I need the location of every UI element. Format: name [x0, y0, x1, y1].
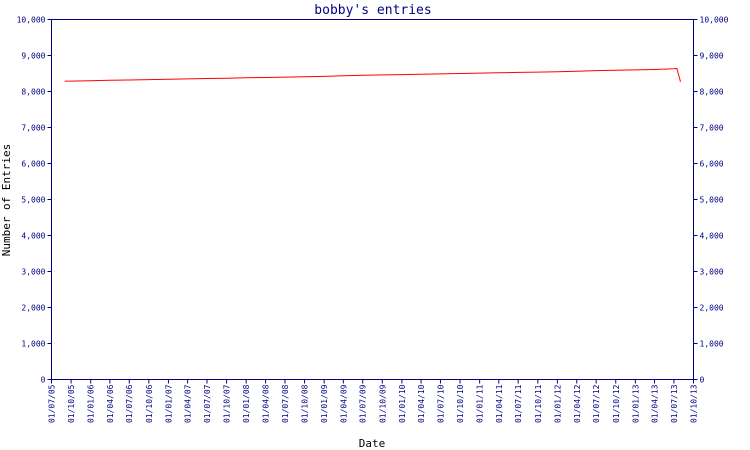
x-tick-label: 01/10/13	[690, 384, 699, 423]
y-tick-label-left: 8,000	[21, 88, 45, 97]
y-tick-label-left: 9,000	[21, 52, 45, 61]
y-tick-label-left: 1,000	[21, 340, 45, 349]
x-tick-label: 01/10/09	[378, 384, 387, 423]
x-tick-label: 01/01/09	[320, 384, 329, 423]
x-tick-label: 01/10/05	[67, 384, 76, 423]
x-tick-label: 01/01/06	[87, 384, 96, 423]
y-tick-label-left: 4,000	[21, 232, 45, 241]
x-tick-label: 01/04/09	[339, 384, 348, 423]
x-tick-label: 01/07/12	[592, 384, 601, 423]
y-tick-label-right: 5,000	[700, 196, 724, 205]
x-tick-label: 01/01/11	[476, 384, 485, 423]
x-tick-label: 01/10/10	[456, 384, 465, 423]
y-axis-right: 0 1,000 2,000 3,000 4,000 5,000 6,000 7,000 8,00…	[693, 16, 729, 385]
y-tick-label-right: 8,000	[700, 88, 724, 97]
x-tick-label: 01/01/12	[553, 384, 562, 423]
y-tick-label-left: 3,000	[21, 268, 45, 277]
plot-area	[51, 19, 694, 380]
x-tick-label: 01/04/13	[651, 384, 660, 423]
x-tick-label: 01/04/07	[184, 384, 193, 423]
x-tick-label: 01/07/08	[281, 384, 290, 423]
x-tick-label: 01/10/12	[612, 384, 621, 423]
x-tick-label: 01/04/08	[262, 384, 271, 423]
x-axis: 01/07/05 01/10/05 01/01/06 01/04/06 01/07/06…	[48, 379, 699, 423]
y-tick-label-right: 3,000	[700, 268, 724, 277]
x-tick-label: 01/01/08	[242, 384, 251, 423]
y-tick-label-right: 0	[700, 376, 705, 385]
y-tick-label-right: 6,000	[700, 160, 724, 169]
x-tick-label: 01/07/06	[125, 384, 134, 423]
y-tick-label-left: 2,000	[21, 304, 45, 313]
series-group	[64, 67, 681, 82]
x-tick-label: 01/10/07	[223, 384, 232, 423]
y-axis-left: 0 1,000 2,000 3,000 4,000 5,000 6,000 7,000 8,00…	[17, 16, 52, 385]
x-tick-label: 01/04/12	[573, 384, 582, 423]
x-tick-label: 01/04/06	[106, 384, 115, 423]
y-tick-label-right: 10,000	[700, 16, 729, 25]
x-tick-label: 01/07/13	[670, 384, 679, 423]
x-tick-label: 01/10/06	[145, 384, 154, 423]
y-tick-label-right: 7,000	[700, 124, 724, 133]
x-tick-label: 01/07/11	[514, 384, 523, 423]
y-tick-label-left: 6,000	[21, 160, 45, 169]
x-tick-label: 01/07/10	[436, 384, 445, 423]
y-axis-label: Number of Entries	[0, 144, 13, 257]
y-tick-label-right: 1,000	[700, 340, 724, 349]
y-tick-label-left: 10,000	[17, 16, 46, 25]
x-tick-label: 01/10/11	[534, 384, 543, 423]
x-tick-label: 01/10/08	[301, 384, 310, 423]
x-tick-label: 01/04/10	[417, 384, 426, 423]
x-tick-label: 01/07/09	[359, 384, 368, 423]
y-tick-label-right: 2,000	[700, 304, 724, 313]
x-tick-label: 01/07/05	[48, 384, 57, 423]
y-tick-label-left: 5,000	[21, 196, 45, 205]
y-tick-label-right: 4,000	[700, 232, 724, 241]
x-axis-label: Date	[359, 437, 386, 450]
x-tick-label: 01/01/10	[398, 384, 407, 423]
chart-title: bobby's entries	[314, 3, 431, 18]
x-tick-label: 01/07/07	[203, 384, 212, 423]
series-line-0	[64, 67, 681, 82]
y-tick-label-left: 7,000	[21, 124, 45, 133]
y-tick-label-right: 9,000	[700, 52, 724, 61]
x-tick-label: 01/01/13	[631, 384, 640, 423]
x-tick-label: 01/04/11	[495, 384, 504, 423]
x-tick-label: 01/01/07	[164, 384, 173, 423]
y-tick-label-left: 0	[41, 376, 46, 385]
